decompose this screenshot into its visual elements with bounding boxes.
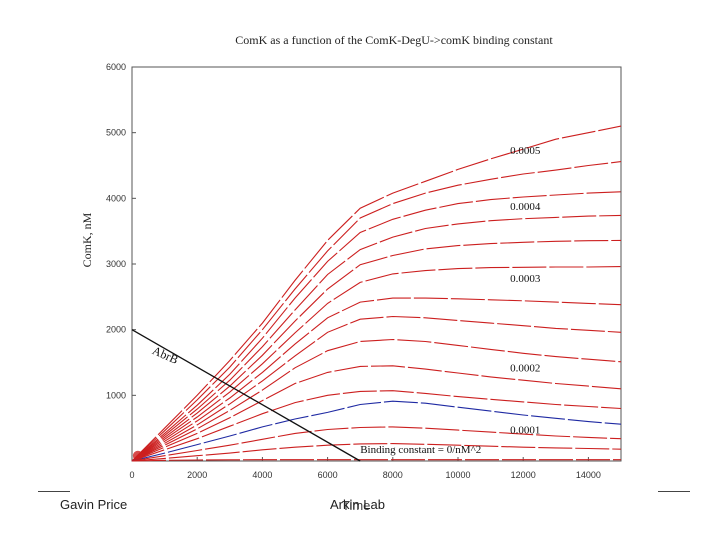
x-tick-label: 8000	[383, 470, 403, 480]
series-line	[131, 161, 622, 462]
chart-title: ComK as a function of the ComK-DegU->com…	[235, 33, 553, 47]
series-line	[131, 390, 622, 462]
series-line	[131, 125, 622, 462]
abrb-line	[131, 329, 361, 462]
y-axis-label: ComK, nM	[80, 212, 94, 267]
x-tick-label: 0	[129, 470, 134, 480]
series-line	[131, 297, 622, 462]
origin-cluster	[132, 450, 143, 461]
footer-presenter: Gavin Price	[60, 497, 128, 512]
series-line	[131, 443, 622, 462]
series-label: 0.0002	[510, 363, 540, 375]
series-line	[131, 315, 622, 462]
axes: 0 2000 4000 6000 8000 10000 12000 14000 1000 2000…	[106, 62, 601, 480]
series-line	[131, 365, 622, 462]
series-label: 0.0004	[510, 201, 541, 213]
series-line	[131, 266, 622, 462]
series-labels: 0.0005 0.0004 0.0003 0.0002 0.0001 Binding co…	[150, 145, 541, 456]
footer-time: Time	[342, 498, 371, 513]
abrb-label: AbrB	[150, 343, 180, 367]
series-group	[131, 125, 622, 462]
footer-rule-right	[658, 491, 690, 492]
series-line	[131, 459, 621, 462]
series-line	[131, 214, 622, 462]
y-tick-label: 4000	[106, 193, 126, 203]
footer-rule-left	[38, 491, 70, 492]
series-line	[131, 426, 622, 462]
x-tick-label: 10000	[445, 470, 470, 480]
y-tick-label: 6000	[106, 62, 126, 72]
x-tick-label: 12000	[511, 470, 536, 480]
series-line	[131, 400, 622, 462]
footer-lab: Arkin Lab	[330, 497, 385, 512]
series-line	[131, 191, 622, 462]
y-tick-label: 1000	[106, 390, 126, 400]
x-tick-label: 14000	[576, 470, 601, 480]
series-label: 0.0001	[510, 424, 540, 436]
x-tick-label: 2000	[187, 470, 207, 480]
y-tick-label: 3000	[106, 259, 126, 269]
y-tick-label: 5000	[106, 128, 126, 138]
series-label: Binding constant = 0/nM^2	[360, 444, 481, 456]
y-tick-label: 2000	[106, 325, 126, 335]
series-line	[131, 338, 622, 462]
x-tick-label: 4000	[252, 470, 272, 480]
x-tick-label: 6000	[318, 470, 338, 480]
series-line	[131, 239, 622, 462]
series-label: 0.0005	[510, 145, 541, 157]
series-label: 0.0003	[510, 273, 541, 285]
